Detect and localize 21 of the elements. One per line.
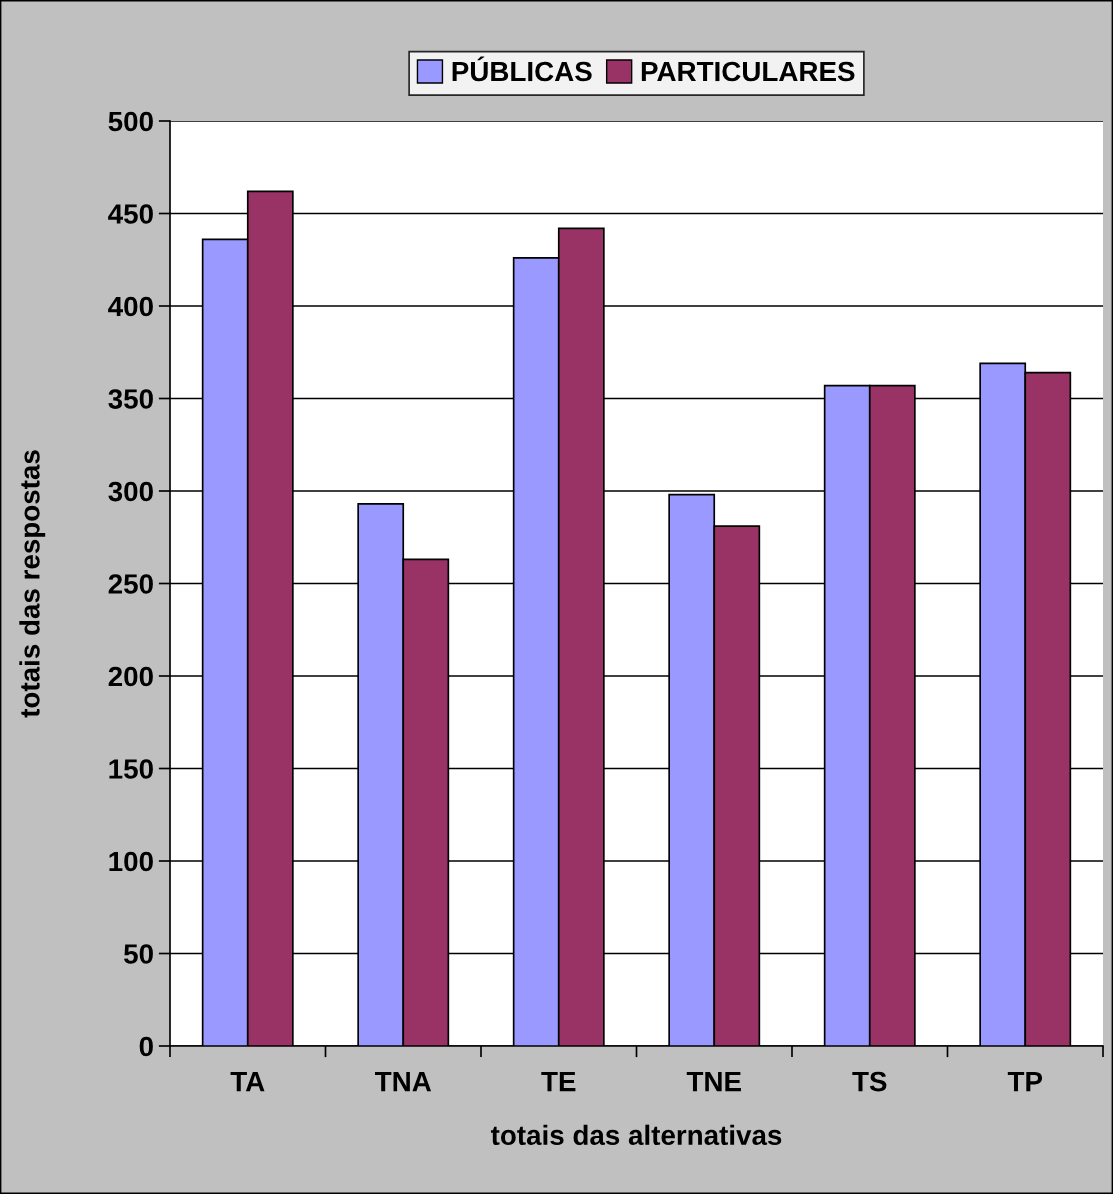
y-tick-label: 300 [108, 481, 153, 502]
y-tick-label: 250 [108, 574, 153, 594]
x-axis-title: totais das alternativas [490, 1124, 782, 1146]
y-tick-label: 50 [123, 944, 153, 964]
y-tick-label: 450 [108, 204, 153, 224]
y-tick-label: 0 [139, 1036, 153, 1057]
x-tick-label: TP [1007, 1072, 1043, 1092]
x-tick-label: TA [230, 1072, 265, 1092]
y-tick-label: 500 [108, 111, 153, 132]
x-tick-label: TE [541, 1072, 576, 1092]
y-tick-label: 150 [109, 759, 153, 779]
y-tick-label: 200 [108, 666, 153, 687]
y-axis-title: totais das respostas [19, 450, 46, 718]
legend-label: PARTICULARES [641, 61, 855, 82]
y-tick-label: 350 [108, 389, 153, 409]
legend-label: PÚBLICAS [452, 56, 592, 82]
y-tick-label: 100 [109, 851, 153, 872]
x-tick-label: TNA [375, 1072, 432, 1092]
x-tick-label: TS [852, 1071, 887, 1092]
x-tick-label: TNE [686, 1072, 741, 1092]
y-tick-label: 400 [108, 296, 153, 317]
